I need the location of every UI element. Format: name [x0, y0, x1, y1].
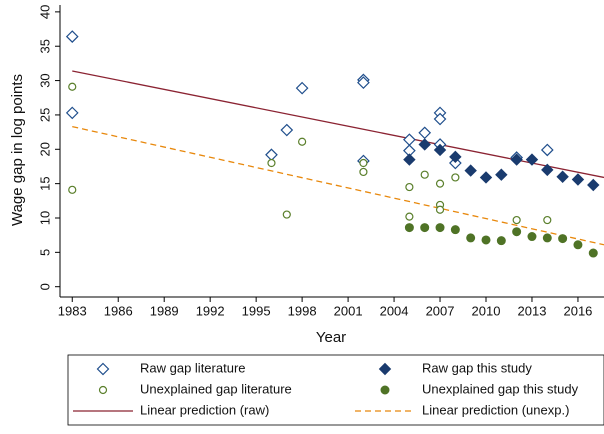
point: [359, 158, 368, 168]
legend-label: Linear prediction (raw): [140, 402, 269, 417]
point: [464, 164, 477, 177]
point: [435, 223, 445, 233]
point: [496, 236, 506, 246]
point: [65, 106, 79, 120]
point: [280, 123, 294, 137]
point: [68, 185, 77, 194]
x-tick-label: 1995: [242, 303, 271, 318]
point: [587, 178, 600, 192]
legend-label: Unexplained gap literature: [140, 381, 292, 396]
point: [420, 170, 429, 179]
x-tick-label: 1983: [58, 303, 87, 318]
point: [512, 227, 522, 237]
legend-label: Linear prediction (unexp.): [422, 402, 569, 417]
point: [433, 112, 447, 126]
x-tick-label: 2016: [563, 303, 592, 318]
x-tick-label: 1986: [104, 303, 133, 318]
point: [466, 233, 476, 243]
legend-label: Raw gap literature: [140, 360, 246, 375]
trend-line: [72, 125, 604, 246]
y-tick-label: 5: [37, 249, 52, 256]
legend-marker: [378, 362, 392, 376]
point: [449, 150, 462, 164]
y-tick-label: 15: [37, 176, 52, 190]
y-axis-title: Wage gap in log points: [9, 74, 26, 226]
y-tick-label: 20: [37, 142, 52, 156]
legend-box: [67, 354, 604, 426]
point: [403, 153, 416, 166]
legend-marker: [380, 385, 390, 395]
x-tick-label: 2010: [472, 303, 501, 318]
x-axis-title: Year: [316, 329, 346, 346]
point: [357, 76, 370, 89]
point: [65, 30, 79, 43]
y-tick-label: 0: [37, 283, 52, 290]
x-tick-label: 2013: [518, 303, 547, 318]
point: [451, 173, 460, 182]
point: [558, 234, 568, 244]
point: [267, 158, 276, 168]
point: [404, 223, 414, 233]
point: [420, 223, 430, 233]
legend-label: Raw gap this study: [422, 360, 532, 375]
point: [359, 167, 368, 177]
point: [527, 232, 537, 242]
point: [435, 179, 445, 188]
point: [68, 82, 77, 91]
point: [512, 215, 521, 225]
point: [495, 168, 508, 181]
point: [405, 182, 414, 192]
point: [571, 173, 585, 186]
x-tick-label: 2001: [334, 303, 363, 318]
point: [479, 171, 493, 184]
point: [541, 163, 554, 177]
point: [435, 205, 445, 214]
point: [433, 143, 447, 157]
point: [405, 212, 414, 221]
point: [418, 138, 431, 151]
point: [295, 81, 309, 95]
point: [510, 153, 523, 166]
y-tick-label: 40: [37, 5, 52, 19]
point: [450, 225, 460, 235]
x-tick-label: 1998: [288, 303, 317, 318]
y-tick-label: 30: [37, 73, 52, 87]
point: [481, 235, 491, 245]
point: [588, 248, 598, 258]
legend-label: Unexplained gap this study: [422, 381, 579, 396]
point: [556, 170, 569, 183]
x-tick-label: 1989: [150, 303, 179, 318]
x-tick-label: 2004: [380, 303, 409, 318]
point: [542, 233, 552, 243]
y-tick-label: 25: [37, 108, 52, 122]
point: [298, 137, 307, 146]
x-tick-label: 2007: [426, 303, 455, 318]
y-tick-label: 35: [37, 39, 52, 53]
point: [525, 153, 539, 166]
point: [282, 210, 291, 219]
point: [543, 215, 552, 225]
y-tick-label: 10: [37, 211, 52, 225]
x-tick-label: 1992: [196, 303, 225, 318]
legend-marker: [96, 362, 110, 376]
point: [540, 143, 554, 157]
point: [573, 240, 583, 250]
legend-marker: [98, 385, 108, 395]
